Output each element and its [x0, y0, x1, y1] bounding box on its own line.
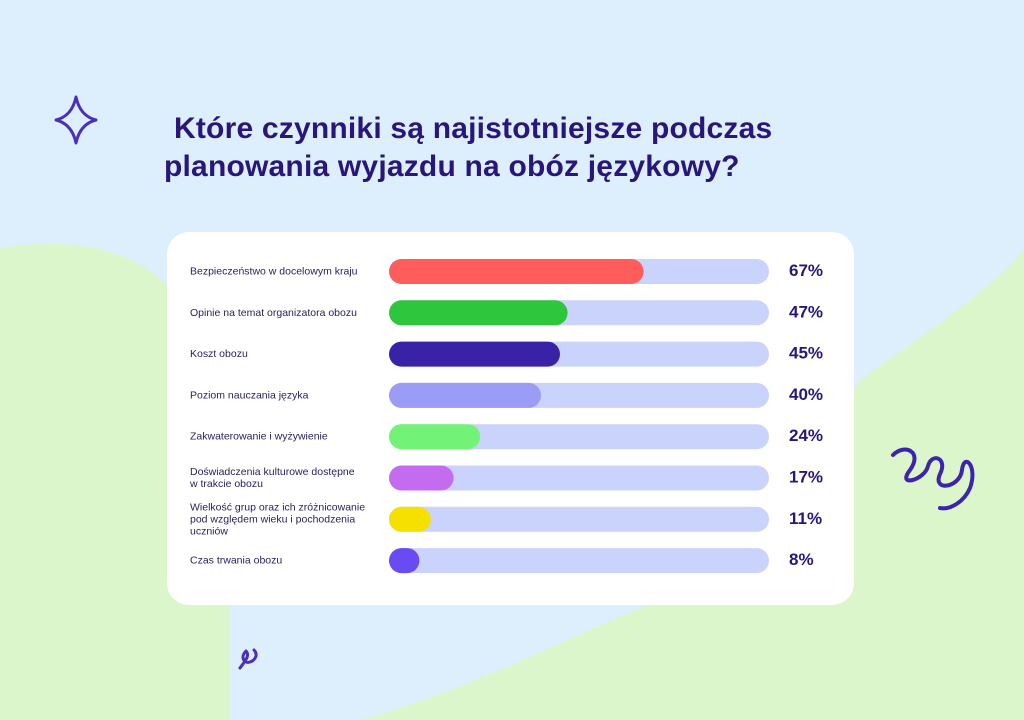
bar-2: [389, 300, 568, 326]
bar-4: [389, 382, 541, 408]
bar-chart: Bezpieczeństwo w docelowym kraju 67% Opini…: [189, 259, 823, 574]
category-label: Koszt obozu: [190, 348, 248, 360]
category-label: Poziom nauczania języka: [190, 389, 309, 401]
value-label: 45%: [789, 344, 823, 363]
value-label: 24%: [789, 426, 823, 445]
category-label: Opinie na temat organizatora obozu: [190, 307, 357, 319]
green-wave-shape-right: [360, 250, 1024, 720]
value-label: 8%: [789, 550, 814, 569]
bar-3: [389, 341, 560, 367]
value-label: 40%: [789, 385, 823, 404]
chart-title-line-1: Które czynniki są najistotniejsze podcza…: [174, 112, 773, 145]
category-label: Zakwaterowanie i wyżywienie: [190, 430, 328, 442]
bar-7: [389, 506, 431, 532]
bar-track: [389, 548, 769, 574]
bar-6: [389, 465, 454, 491]
category-label: Doświadczenia kulturowe dostępne w trakci…: [189, 466, 355, 490]
category-label: Bezpieczeństwo w docelowym kraju: [190, 265, 358, 277]
chart-card: Bezpieczeństwo w docelowym kraju 67% Opini…: [167, 232, 854, 605]
bar-1: [389, 259, 644, 284]
bar-5: [389, 424, 481, 450]
chart-title: Które czynniki są najistotniejsze podcza…: [150, 110, 870, 186]
bar-track: [389, 465, 769, 491]
squiggle-icon: [891, 447, 975, 511]
category-label: Wielkość grup oraz ich zróżnicowanie pod …: [190, 501, 365, 537]
small-squiggle-icon: [238, 648, 258, 670]
value-label: 67%: [789, 261, 823, 280]
bar-track: [389, 424, 769, 450]
value-label: 11%: [789, 509, 822, 528]
value-label: 47%: [789, 302, 823, 321]
chart-title-line-2: planowania wyjazdu na obóz językowy?: [164, 150, 740, 183]
value-label: 17%: [789, 467, 823, 486]
bar-track: [389, 506, 769, 532]
sparkle-icon: [54, 95, 98, 145]
bar-8: [389, 548, 420, 574]
category-label: Czas trwania obozu: [190, 554, 282, 566]
